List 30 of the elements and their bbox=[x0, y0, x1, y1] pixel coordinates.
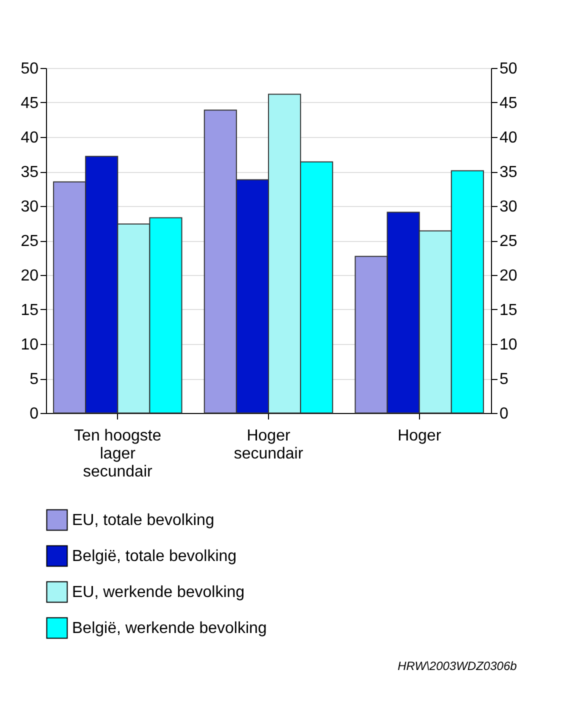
x-tick-label: Hoger bbox=[398, 428, 442, 444]
legend-label: EU, werkende bevolking bbox=[72, 584, 245, 601]
y-tick-label: 50 bbox=[20, 60, 39, 78]
y2-tick-label: 20 bbox=[500, 268, 518, 284]
y-tick-label: 15 bbox=[20, 302, 39, 319]
y-tick-label: 0 bbox=[30, 406, 39, 422]
y2-tick-label: 50 bbox=[500, 60, 518, 78]
y-tick-label: 20 bbox=[20, 268, 39, 284]
y2-tick-label: 0 bbox=[500, 406, 508, 422]
y-tick-label: 35 bbox=[20, 164, 39, 181]
x-tick-label: Ten hoogste lager secundair bbox=[74, 428, 162, 480]
y-tick-label: 10 bbox=[20, 336, 39, 354]
y2-tick-label: 30 bbox=[500, 198, 518, 216]
y-tick-label: 25 bbox=[20, 233, 39, 250]
y-tick-label: 45 bbox=[20, 95, 39, 112]
y2-tick-label: 35 bbox=[500, 164, 518, 181]
y2-tick-label: 45 bbox=[500, 95, 518, 112]
legend-label: België, werkende bevolking bbox=[72, 620, 267, 637]
y2-tick-label: 25 bbox=[500, 233, 518, 250]
y2-tick-label: 15 bbox=[500, 302, 518, 319]
y2-tick-label: 40 bbox=[500, 130, 518, 146]
y2-tick-label: 10 bbox=[500, 336, 518, 354]
y-tick-label: 40 bbox=[20, 130, 39, 146]
y-tick-label: 30 bbox=[20, 198, 39, 216]
legend-label: België, totale bevolking bbox=[72, 548, 237, 565]
text: HRW\2003WDZ0306b bbox=[398, 659, 518, 673]
y2-tick-label: 5 bbox=[500, 371, 508, 388]
x-tick-label: Hoger secundair bbox=[234, 428, 304, 462]
legend-label: EU, totale bevolking bbox=[72, 512, 214, 529]
y-tick-label: 5 bbox=[30, 371, 39, 388]
